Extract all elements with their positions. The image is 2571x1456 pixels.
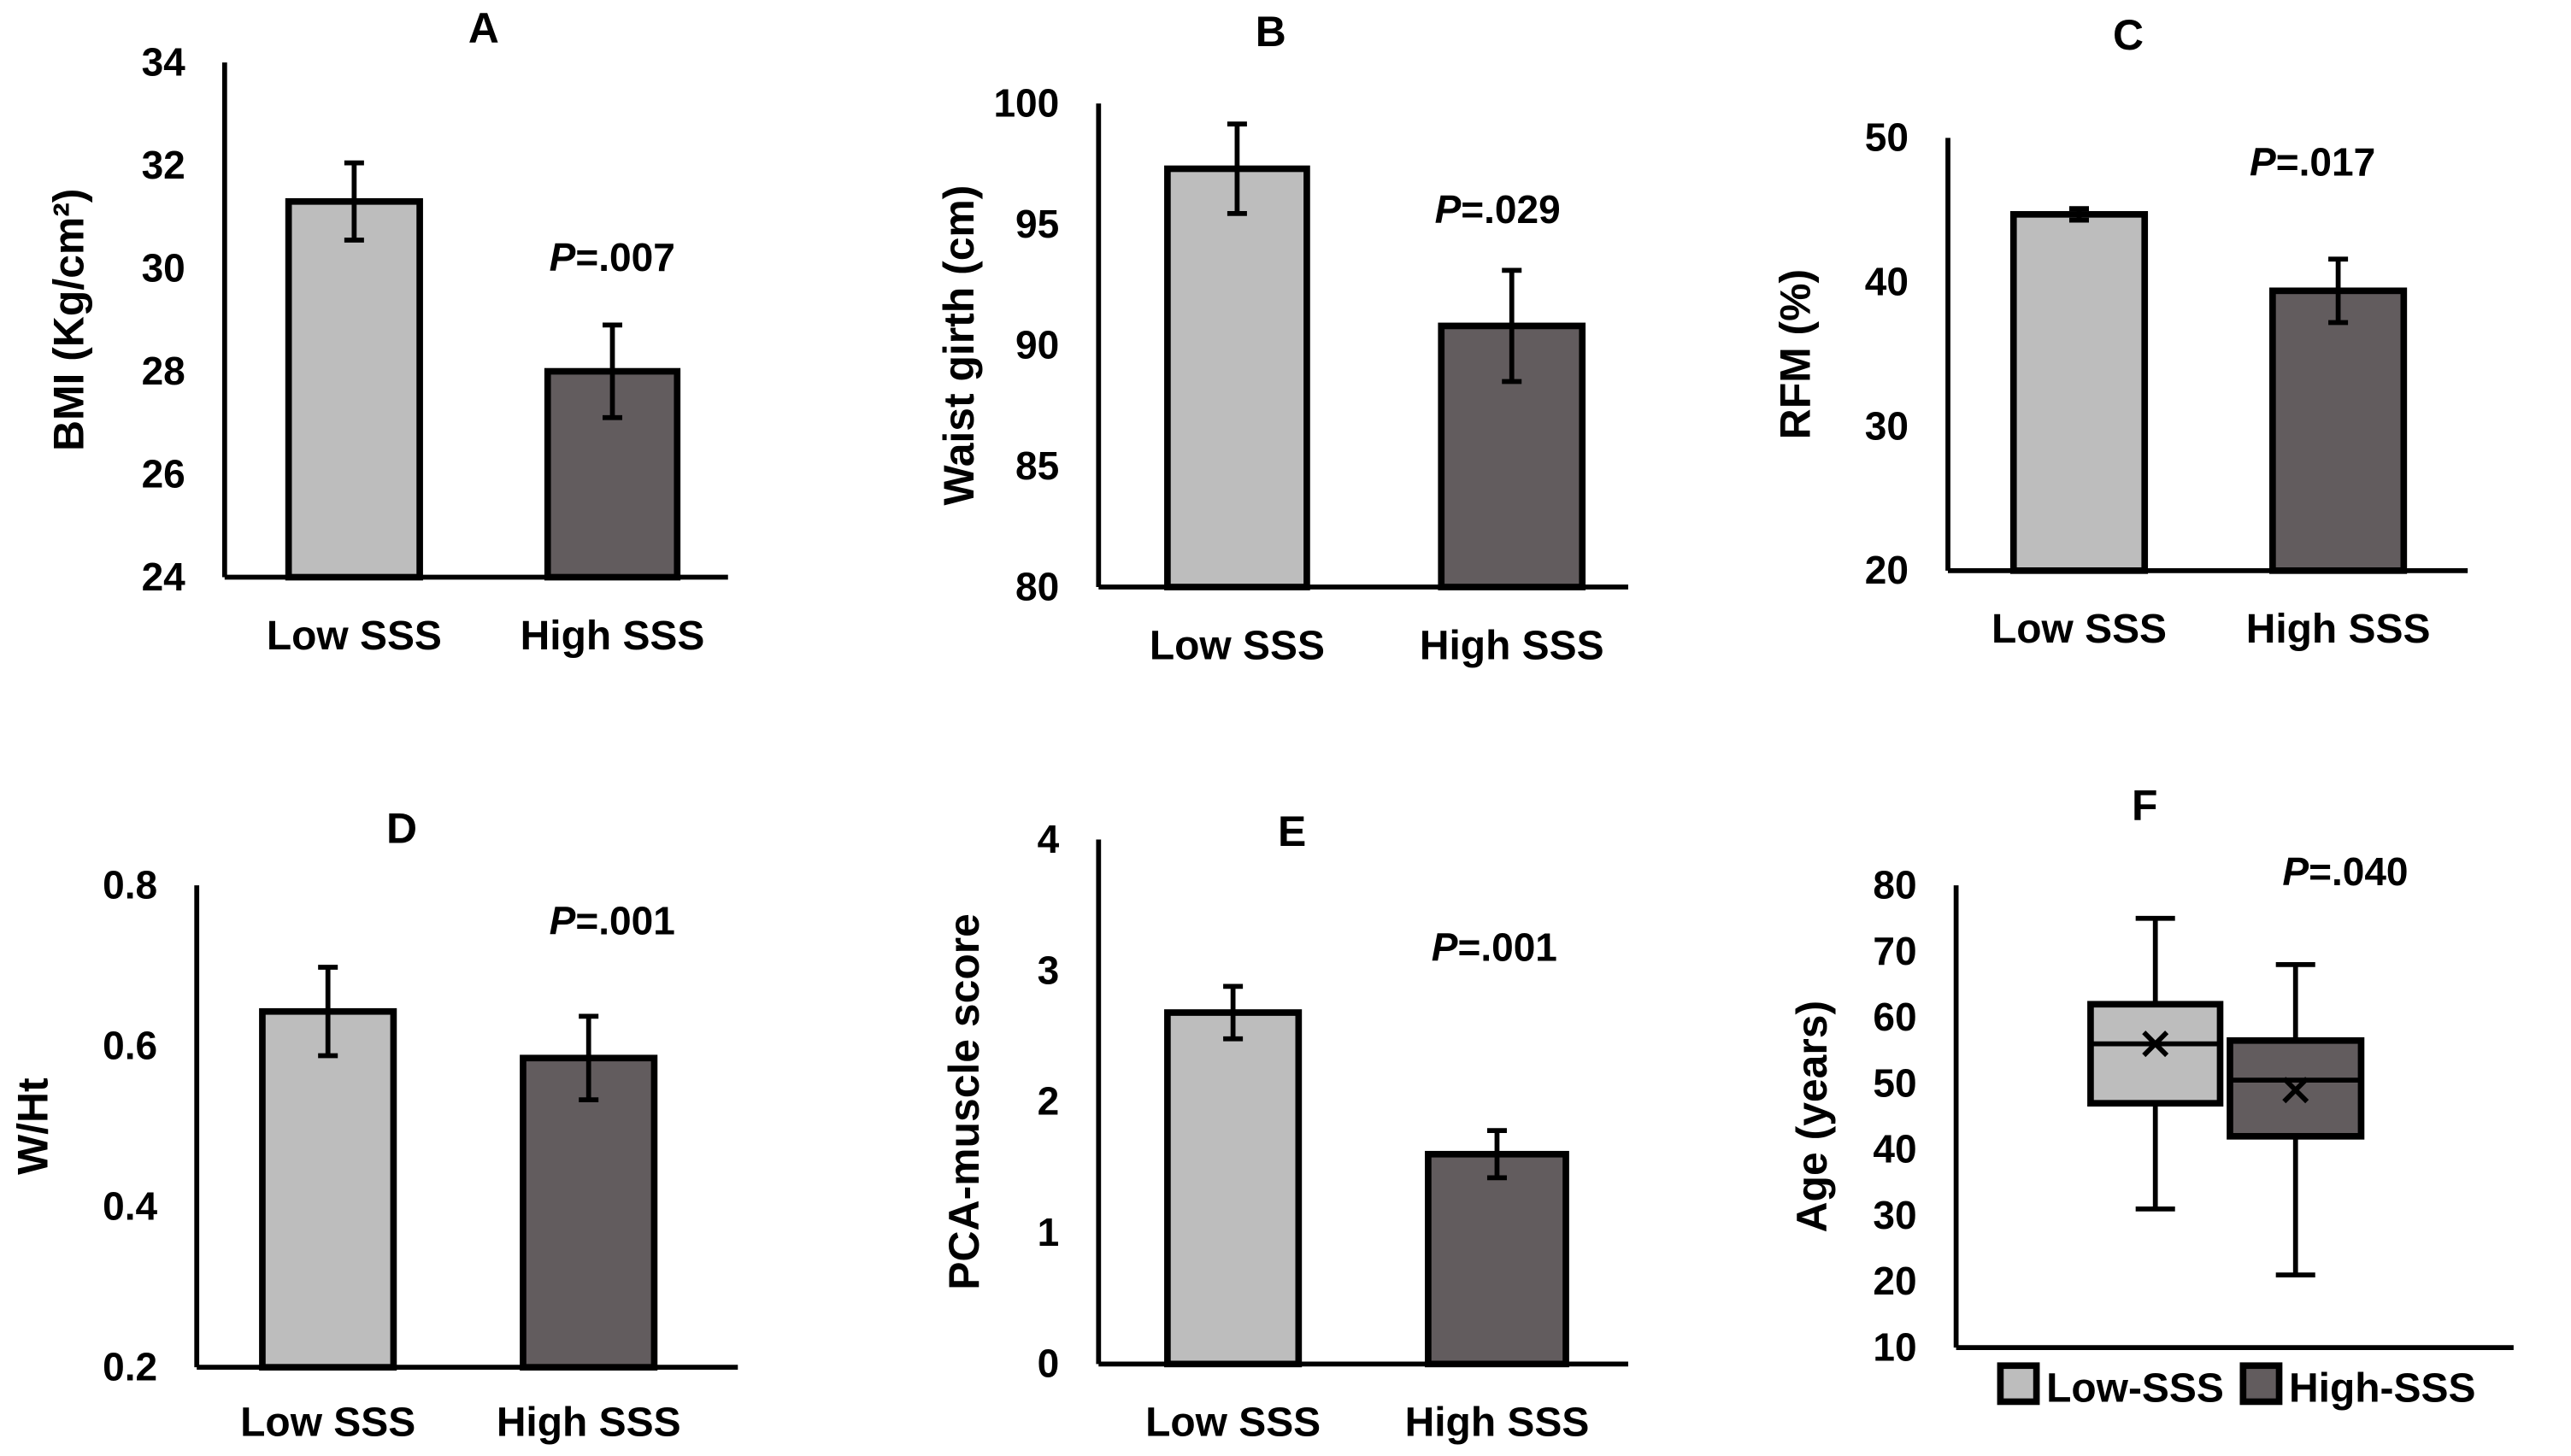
p-value-annotation: P=.001 <box>550 899 675 943</box>
panel-F: F P=.040 Age (years) 10 20 30 40 50 60 70 80 Low-SS… <box>1788 781 2514 1411</box>
legend-swatch <box>2239 1362 2283 1406</box>
legend-label: Low-SSS <box>2046 1365 2224 1411</box>
y-tick-label: 32 <box>142 143 185 187</box>
p-value-annotation: P=.007 <box>550 235 675 279</box>
p-italic: P <box>2282 849 2309 894</box>
y-tick-label: 100 <box>993 80 1059 125</box>
y-tick-label: 1 <box>1038 1210 1060 1254</box>
x-tick-label: Low SSS <box>1150 623 1325 668</box>
y-tick-label: 0.6 <box>103 1024 157 1068</box>
mean-marker <box>2142 1030 2169 1058</box>
y-tick-label: 0.4 <box>103 1184 157 1229</box>
panel-D: D P=.001 W/Ht 0.2 0.4 0.6 0.8 Low SSS High SSS <box>9 804 738 1446</box>
bar-low <box>259 1007 397 1371</box>
y-axis-label: BMI (Kg/cm²) <box>45 189 93 451</box>
y-tick-label: 0.2 <box>103 1345 157 1389</box>
p-value-annotation: P=.001 <box>1432 925 1557 969</box>
x-tick-label: Low SSS <box>240 1400 415 1446</box>
p-value-annotation: P=.017 <box>2250 140 2375 185</box>
p-value: =.017 <box>2276 140 2375 185</box>
p-italic: P <box>2250 140 2276 185</box>
panel-title: D <box>386 804 417 852</box>
panel-title: A <box>468 4 499 52</box>
panel-E: E P=.001 PCA-muscle score 0 1 2 3 4 Low SSS High … <box>940 807 1628 1446</box>
bar-low <box>285 197 423 581</box>
bar-low <box>1164 1009 1303 1368</box>
mean-marker <box>2282 1077 2309 1104</box>
y-tick-label: 85 <box>1015 443 1059 488</box>
p-value: =.001 <box>575 899 674 943</box>
bar-low <box>2009 211 2149 574</box>
y-tick-label: 24 <box>142 555 186 599</box>
panel-title: C <box>2113 11 2144 59</box>
panel-C: C P=.017 RFM (%) 20 30 40 50 Low SSS High SSS <box>1772 11 2468 652</box>
p-value: =.040 <box>2309 849 2408 894</box>
p-value: =.029 <box>1461 187 1560 232</box>
p-value: =.001 <box>1457 925 1556 969</box>
y-tick-label: 30 <box>142 245 185 290</box>
y-tick-label: 26 <box>142 451 185 496</box>
legend-label: High-SSS <box>2289 1365 2475 1411</box>
y-tick-label: 40 <box>1865 260 1909 304</box>
x-tick-label: Low SSS <box>267 614 442 659</box>
p-italic: P <box>550 899 576 943</box>
p-italic: P <box>550 235 576 279</box>
p-value-annotation: P=.040 <box>2282 849 2408 894</box>
panel-A: A P=.007 BMI (Kg/cm²) 24 26 28 30 32 34 Low SSS Hi… <box>45 4 728 659</box>
y-tick-label: 80 <box>1015 564 1059 608</box>
y-tick-label: 20 <box>1873 1259 1916 1303</box>
panel-title: E <box>1278 807 1306 855</box>
y-tick-label: 50 <box>1865 115 1909 160</box>
bar-high <box>520 1054 658 1371</box>
y-tick-label: 0 <box>1038 1342 1060 1386</box>
y-axis-label: PCA-muscle score <box>940 913 988 1290</box>
p-italic: P <box>1435 187 1462 232</box>
y-tick-label: 70 <box>1873 929 1916 973</box>
bar-high <box>1425 1150 1569 1368</box>
y-tick-label: 40 <box>1873 1127 1916 1171</box>
y-tick-label: 28 <box>142 349 185 393</box>
y-tick-label: 50 <box>1873 1060 1916 1105</box>
bar-low <box>1164 165 1310 590</box>
x-tick-label: High SSS <box>497 1400 681 1446</box>
panel-title: F <box>2132 781 2157 829</box>
x-tick-label: High SSS <box>1420 623 1604 668</box>
y-tick-label: 80 <box>1873 863 1916 907</box>
y-tick-label: 3 <box>1038 948 1060 992</box>
panel-B: B P=.029 Waist girth (cm) 80 85 90 95 100 Low SS… <box>935 8 1628 668</box>
y-tick-label: 60 <box>1873 995 1916 1039</box>
y-tick-label: 34 <box>142 39 186 84</box>
x-tick-label: Low SSS <box>1145 1400 1321 1446</box>
y-tick-label: 2 <box>1038 1079 1060 1124</box>
x-tick-label: Low SSS <box>1991 607 2167 652</box>
y-tick-label: 30 <box>1873 1193 1916 1237</box>
y-tick-label: 95 <box>1015 202 1059 246</box>
y-axis-label: W/Ht <box>9 1077 56 1175</box>
y-axis-label: Age (years) <box>1788 1001 1836 1233</box>
y-tick-label: 10 <box>1873 1324 1916 1369</box>
panel-title: B <box>1256 8 1286 56</box>
y-axis-label: Waist girth (cm) <box>935 185 983 506</box>
p-italic: P <box>1432 925 1458 969</box>
y-tick-label: 0.8 <box>103 863 157 907</box>
p-value-annotation: P=.029 <box>1435 187 1561 232</box>
y-tick-label: 4 <box>1038 817 1060 861</box>
x-tick-label: High SSS <box>1405 1400 1590 1446</box>
legend-swatch <box>1997 1362 2040 1406</box>
y-tick-label: 20 <box>1865 548 1909 592</box>
y-tick-label: 30 <box>1865 403 1909 448</box>
y-axis-label: RFM (%) <box>1772 269 1820 439</box>
x-tick-label: High SSS <box>521 614 705 659</box>
box-low <box>2087 1001 2224 1107</box>
p-value: =.007 <box>575 235 674 279</box>
x-tick-label: High SSS <box>2246 607 2431 652</box>
bar-high <box>2269 287 2408 574</box>
y-tick-label: 90 <box>1015 322 1059 367</box>
